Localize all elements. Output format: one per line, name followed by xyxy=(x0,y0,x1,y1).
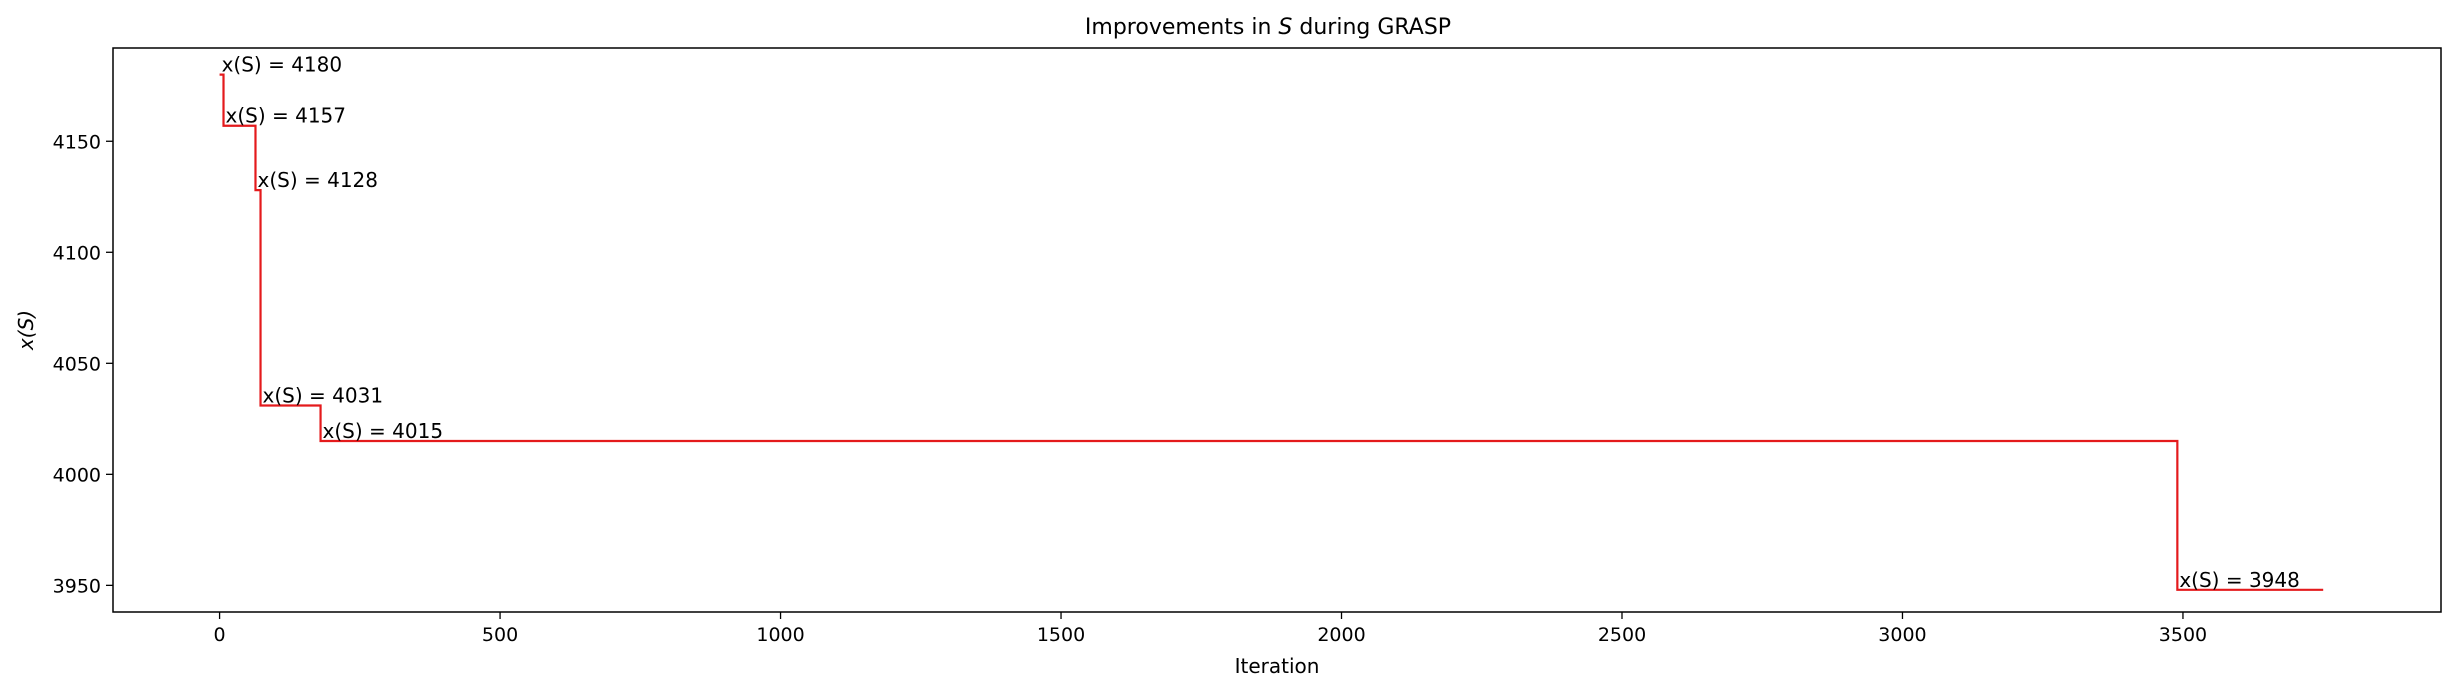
x-tick-label: 1000 xyxy=(756,624,804,646)
annotation-label: x(S) = 3948 xyxy=(2179,568,2300,592)
y-tick-label: 4000 xyxy=(53,464,101,486)
axes-frame xyxy=(112,47,2442,613)
y-tick-label: 4150 xyxy=(53,131,101,153)
x-tick-label: 2000 xyxy=(1317,624,1365,646)
chart-title: Improvements in S during GRASP xyxy=(1085,15,1451,40)
annotation-label: x(S) = 4157 xyxy=(226,104,347,128)
x-tick-label: 0 xyxy=(214,624,226,646)
y-axis: 3950 4000 4050 4100 4150 xyxy=(53,131,113,597)
x-tick-label: 1500 xyxy=(1037,624,1085,646)
annotation-label: x(S) = 4180 xyxy=(222,53,343,77)
series-line xyxy=(219,73,2324,591)
x-tick-label: 2500 xyxy=(1598,624,1646,646)
y-tick-label: 3950 xyxy=(53,575,101,597)
y-tick-label: 4050 xyxy=(53,353,101,375)
x-tick-label: 500 xyxy=(482,624,518,646)
x-axis-label: Iteration xyxy=(1235,654,1320,678)
x-tick-label: 3500 xyxy=(2159,624,2207,646)
annotation-label: x(S) = 4031 xyxy=(263,383,384,407)
x-tick-label: 3000 xyxy=(1878,624,1926,646)
annotation-label: x(S) = 4015 xyxy=(323,419,444,443)
y-tick-label: 4100 xyxy=(53,242,101,264)
plot-area: x(S) = 4180 x(S) = 4157 x(S) = 4128 x(S) = … xyxy=(219,53,2324,592)
x-axis: 0 500 1000 1500 2000 2500 3000 3500 xyxy=(214,612,2207,646)
y-axis-label: x(S) xyxy=(14,310,38,351)
annotation-label: x(S) = 4128 xyxy=(257,168,378,192)
